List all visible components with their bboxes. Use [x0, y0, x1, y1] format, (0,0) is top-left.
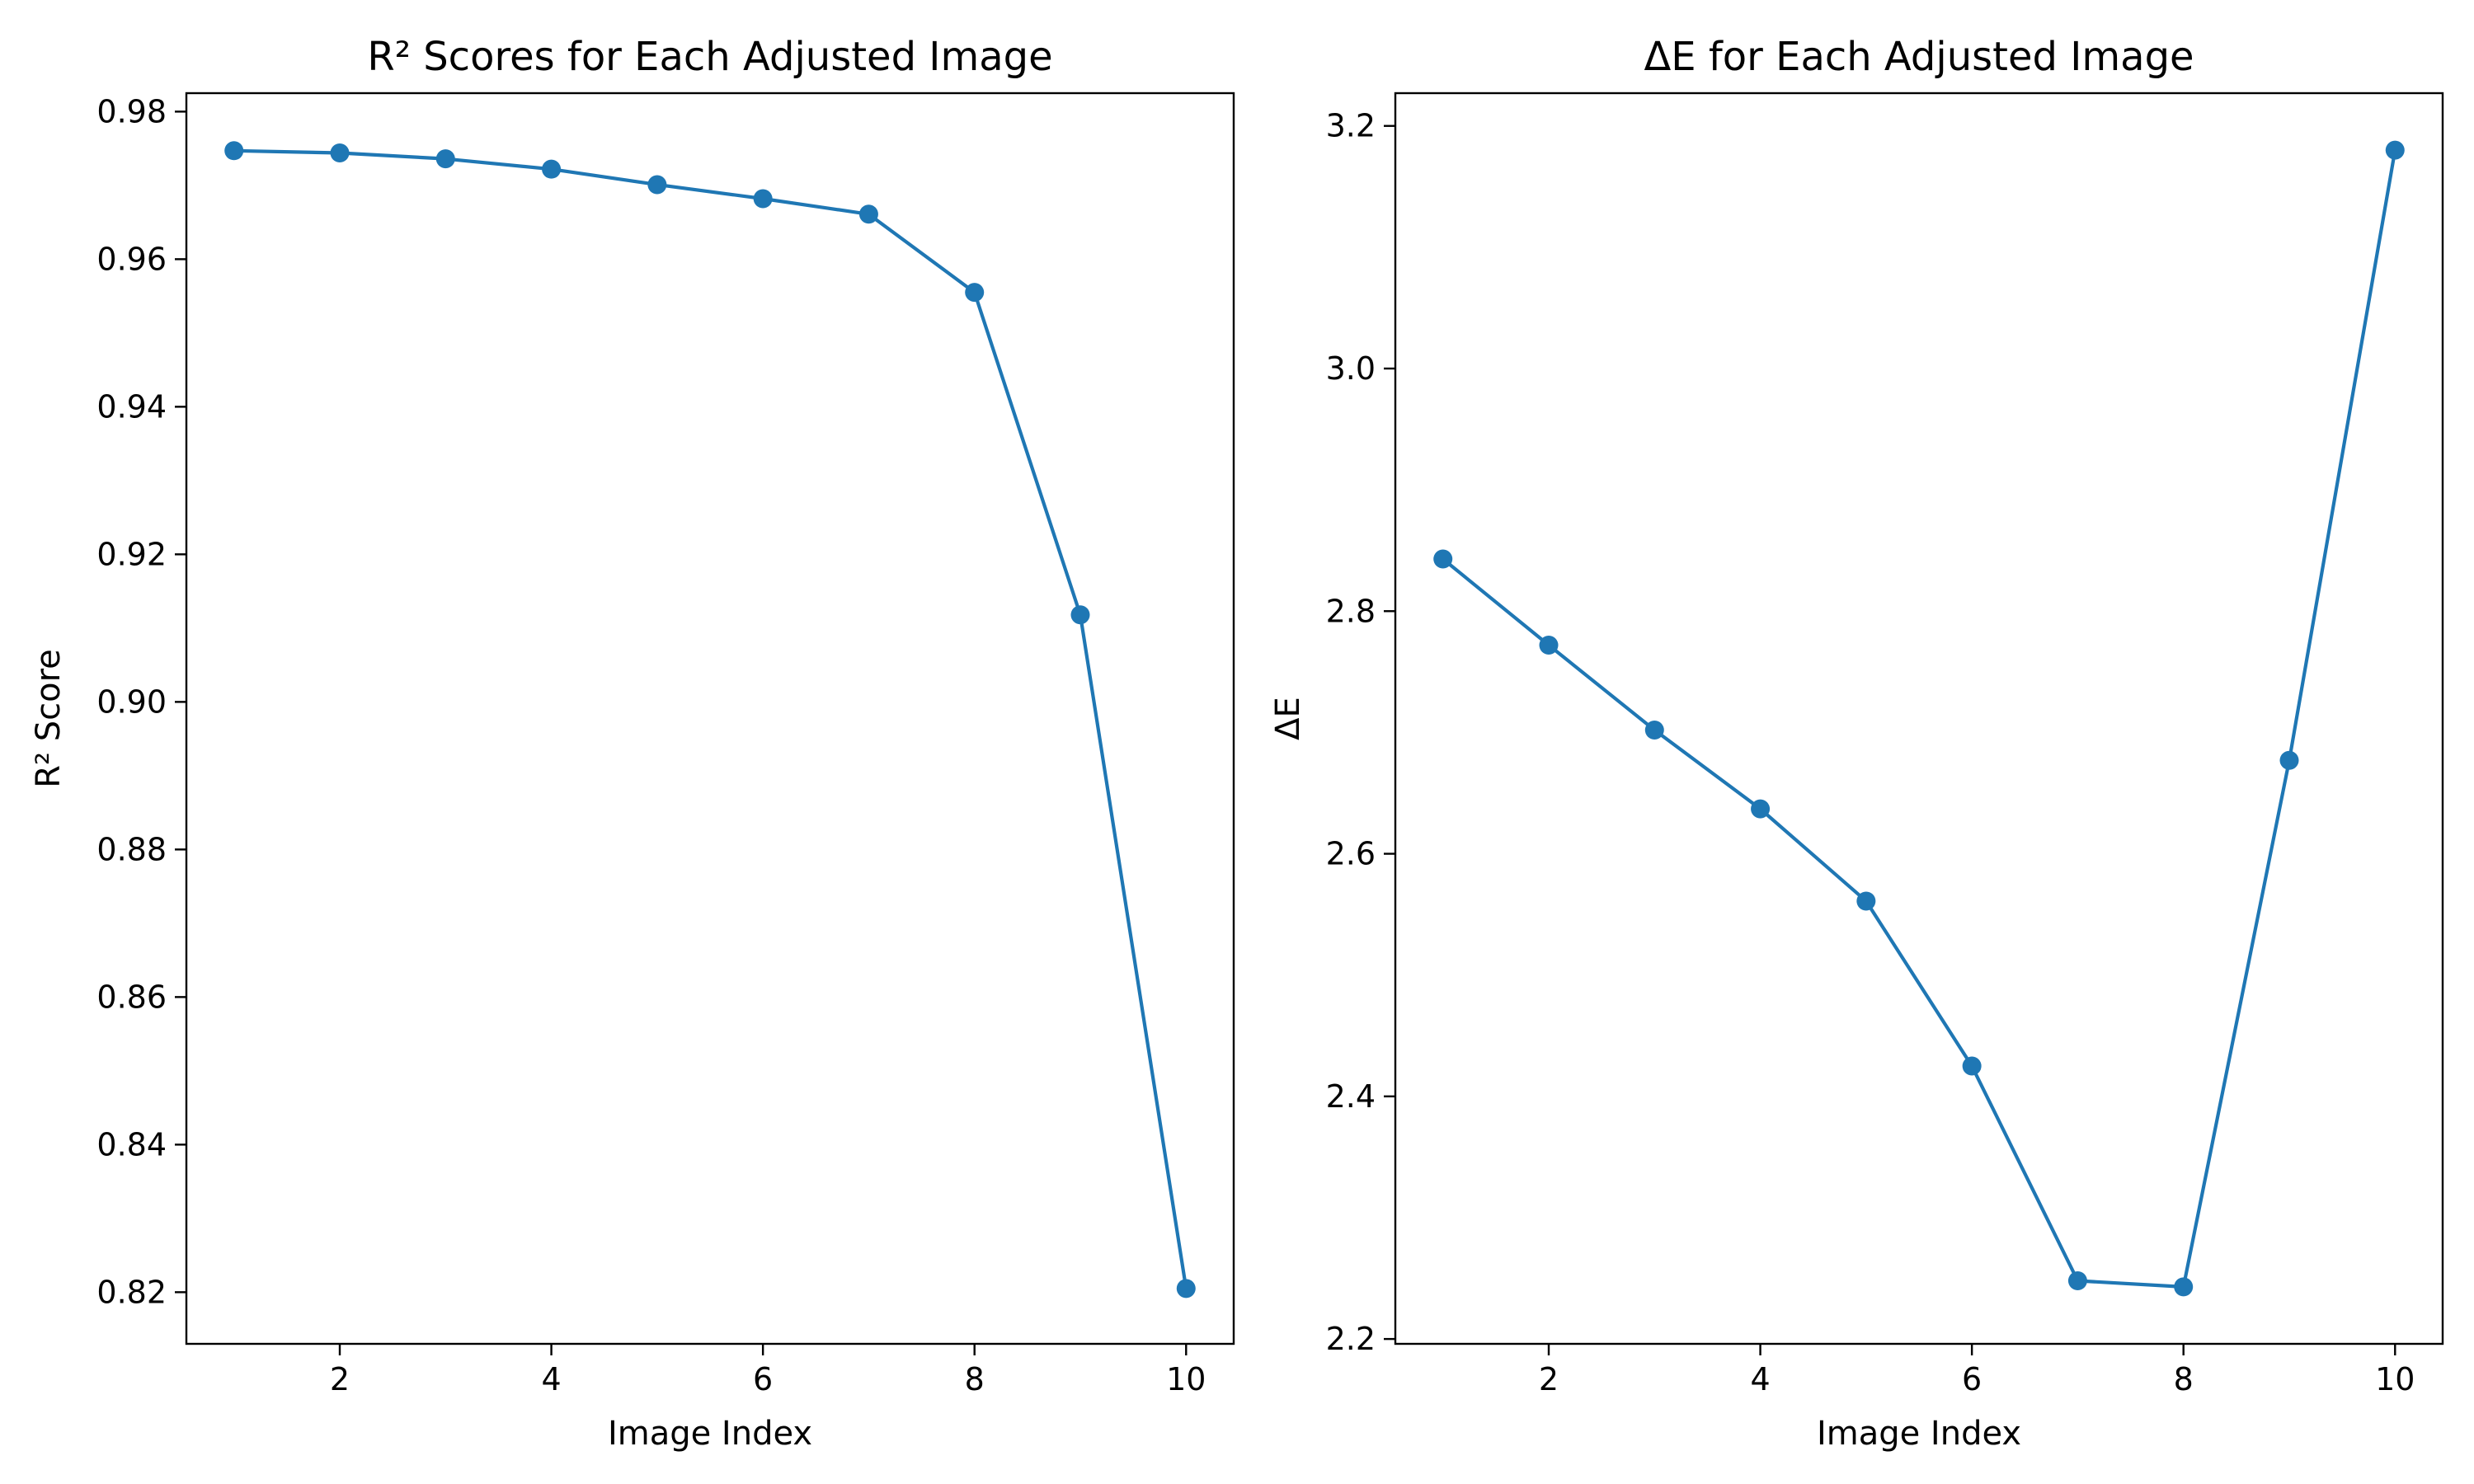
r2-chart: R² Scores for Each Adjusted Image Image I…: [30, 34, 1235, 1453]
data-point: [1856, 891, 1876, 911]
x-tick-label: 2: [330, 1361, 350, 1397]
y-tick-label: 0.84: [96, 1126, 167, 1162]
y-tick-label: 2.4: [1326, 1078, 1376, 1115]
data-point: [2174, 1277, 2194, 1297]
data-point: [1176, 1279, 1196, 1298]
data-point: [330, 143, 350, 162]
data-point: [1962, 1056, 1982, 1076]
x-axis-label: Image Index: [608, 1415, 812, 1453]
y-tick-label: 0.90: [96, 683, 167, 720]
y-tick-label: 2.8: [1326, 593, 1376, 629]
y-tick-label: 3.2: [1326, 108, 1376, 144]
y-tick-label: 0.92: [96, 536, 167, 572]
data-point: [2067, 1270, 2087, 1290]
x-tick-label: 8: [965, 1361, 985, 1397]
data-point: [224, 141, 244, 161]
y-tick-label: 2.2: [1326, 1321, 1376, 1357]
series-line: [1441, 148, 2397, 1289]
data-point: [965, 283, 985, 303]
data-point: [647, 175, 667, 195]
data-point: [1644, 720, 1664, 740]
chart-title: ΔE for Each Adjusted Image: [1644, 34, 2194, 80]
x-axis-label: Image Index: [1817, 1415, 2021, 1453]
plot-frame: [185, 92, 1235, 1345]
data-point: [1433, 549, 1453, 569]
x-tick-label: 2: [1539, 1361, 1559, 1397]
x-tick-label: 4: [541, 1361, 561, 1397]
y-tick-label: 3.0: [1326, 350, 1376, 387]
y-tick-label: 2.6: [1326, 836, 1376, 872]
data-point: [2385, 140, 2405, 160]
chart-title: R² Scores for Each Adjusted Image: [367, 34, 1052, 80]
y-tick-label: 0.86: [96, 979, 167, 1015]
data-point: [1751, 799, 1771, 819]
plot-frame: [1394, 92, 2444, 1345]
x-tick-label: 4: [1750, 1361, 1770, 1397]
delta-e-chart: ΔE for Each Adjusted Image Image Index ΔE 2…: [1269, 34, 2444, 1453]
data-point: [858, 204, 878, 224]
data-point: [1070, 605, 1090, 625]
y-tick-label: 0.82: [96, 1274, 167, 1310]
x-tick-label: 6: [1962, 1361, 1982, 1397]
y-tick-label: 0.96: [96, 241, 167, 277]
y-tick-label: 0.94: [96, 388, 167, 425]
y-tick-label: 0.88: [96, 831, 167, 867]
data-point: [753, 189, 773, 209]
x-tick-label: 10: [1166, 1361, 1206, 1397]
x-tick-label: 8: [2174, 1361, 2194, 1397]
y-axis-label: ΔE: [1269, 697, 1307, 740]
data-point: [542, 159, 562, 179]
y-tick-label: 0.98: [96, 93, 167, 129]
x-tick-label: 6: [753, 1361, 773, 1397]
x-tick-label: 10: [2375, 1361, 2415, 1397]
series-line: [232, 148, 1188, 1290]
y-axis-label: R² Score: [30, 649, 68, 788]
data-point: [435, 149, 455, 169]
data-point: [2279, 750, 2299, 770]
data-point: [1539, 635, 1559, 655]
